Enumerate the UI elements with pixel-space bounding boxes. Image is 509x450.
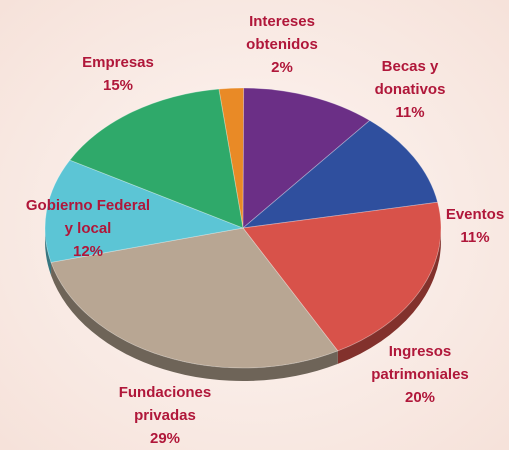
slice-label: Intereses <box>249 13 315 30</box>
slice <box>242 87 371 229</box>
slice-label: Empresas <box>82 54 154 71</box>
slice-label: privadas <box>134 407 196 424</box>
value-label: 15% <box>103 77 133 94</box>
slice-label: Gobierno Federal <box>26 197 150 214</box>
value-label: 20% <box>405 389 435 406</box>
slice-label: Becas y <box>382 58 439 75</box>
slice-label: Eventos <box>446 206 504 223</box>
value-label: 2% <box>271 59 293 76</box>
slice <box>242 201 442 352</box>
slice <box>50 227 339 369</box>
value-label: 11% <box>395 104 424 121</box>
slice-side <box>51 262 338 381</box>
pie-sides <box>45 228 441 381</box>
slice-label: patrimoniales <box>371 366 469 383</box>
slice <box>69 88 244 229</box>
slice <box>218 87 245 229</box>
slice-label: y local <box>65 220 112 237</box>
slice <box>44 159 245 263</box>
slice-label: Ingresos <box>389 343 452 360</box>
slice-label: Fundaciones <box>119 384 212 401</box>
value-label: 11% <box>460 229 489 246</box>
slice-label: donativos <box>375 81 446 98</box>
slice-side <box>45 228 52 276</box>
pie-slices <box>44 87 442 369</box>
slice-side <box>337 228 441 364</box>
slice-label: obtenidos <box>246 36 318 53</box>
value-label: 29% <box>150 430 180 447</box>
value-label: 12% <box>73 243 103 260</box>
slice <box>241 119 439 229</box>
